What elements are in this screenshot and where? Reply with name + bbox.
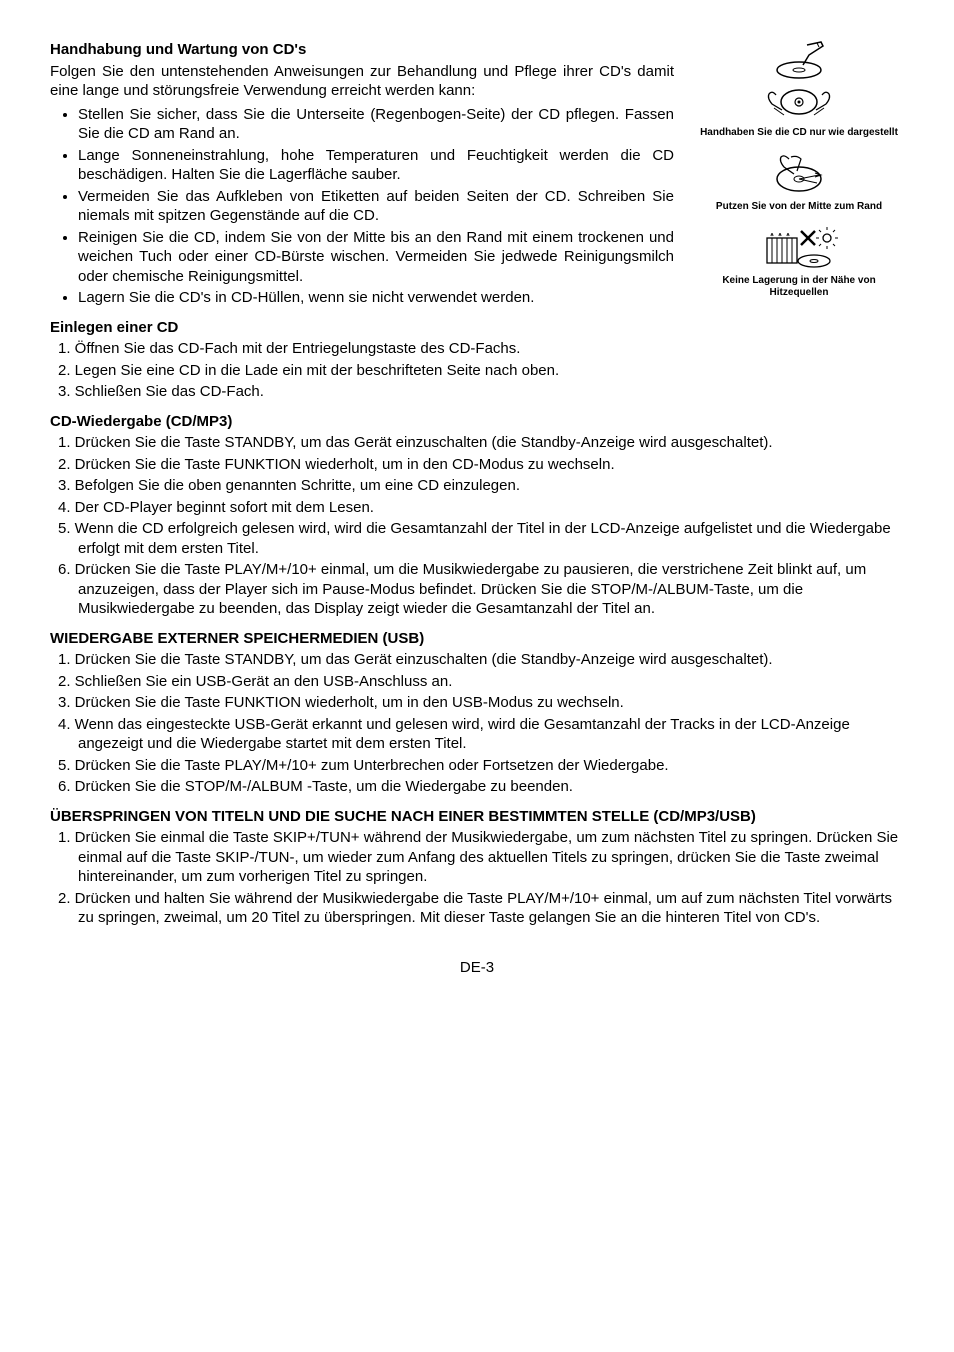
list-item: 3. Schließen Sie das CD-Fach. bbox=[50, 382, 904, 402]
caption-handle: Handhaben Sie die CD nur wie dargestellt bbox=[694, 127, 904, 139]
list-item: 4. Wenn das eingesteckte USB-Gerät erkan… bbox=[50, 715, 904, 754]
list-item: Reinigen Sie die CD, indem Sie von der M… bbox=[78, 228, 674, 287]
heading-skip: ÜBERSPRINGEN VON TITELN UND DIE SUCHE NA… bbox=[50, 807, 904, 827]
heading-playback: CD-Wiedergabe (CD/MP3) bbox=[50, 412, 904, 432]
usb-list: 1. Drücken Sie die Taste STANDBY, um das… bbox=[50, 650, 904, 797]
section-skip: ÜBERSPRINGEN VON TITELN UND DIE SUCHE NA… bbox=[50, 807, 904, 928]
list-item: 3. Befolgen Sie die oben genannten Schri… bbox=[50, 476, 904, 496]
list-item: 1. Drücken Sie einmal die Taste SKIP+/TU… bbox=[50, 828, 904, 887]
list-item: 1. Drücken Sie die Taste STANDBY, um das… bbox=[50, 650, 904, 670]
illustration-column: Handhaben Sie die CD nur wie dargestellt… bbox=[694, 40, 904, 318]
caption-wipe: Putzen Sie von der Mitte zum Rand bbox=[694, 201, 904, 213]
heat-warning-icon bbox=[759, 223, 839, 273]
section-cd-playback: CD-Wiedergabe (CD/MP3) 1. Drücken Sie di… bbox=[50, 412, 904, 619]
list-item: 5. Drücken Sie die Taste PLAY/M+/10+ zum… bbox=[50, 756, 904, 776]
list-item: 1. Öffnen Sie das CD-Fach mit der Entrie… bbox=[50, 339, 904, 359]
list-item: Vermeiden Sie das Aufkleben von Etikette… bbox=[78, 187, 674, 226]
heading-insert: Einlegen einer CD bbox=[50, 318, 904, 338]
page-number: DE-3 bbox=[50, 958, 904, 978]
caption-heat: Keine Lagerung in der Nähe von Hitzequel… bbox=[694, 275, 904, 299]
list-item: 5. Wenn die CD erfolgreich gelesen wird,… bbox=[50, 519, 904, 558]
list-item: 2. Schließen Sie ein USB-Gerät an den US… bbox=[50, 672, 904, 692]
insert-list: 1. Öffnen Sie das CD-Fach mit der Entrie… bbox=[50, 339, 904, 402]
section-insert-cd: Einlegen einer CD 1. Öffnen Sie das CD-F… bbox=[50, 318, 904, 402]
heading-handling: Handhabung und Wartung von CD's bbox=[50, 40, 674, 60]
list-item: 3. Drücken Sie die Taste FUNKTION wieder… bbox=[50, 693, 904, 713]
list-item: 2. Drücken Sie die Taste FUNKTION wieder… bbox=[50, 455, 904, 475]
playback-list: 1. Drücken Sie die Taste STANDBY, um das… bbox=[50, 433, 904, 619]
list-item: 1. Drücken Sie die Taste STANDBY, um das… bbox=[50, 433, 904, 453]
list-item: 2. Legen Sie eine CD in die Lade ein mit… bbox=[50, 361, 904, 381]
wipe-cd-icon bbox=[769, 149, 829, 199]
handling-list: Stellen Sie sicher, dass Sie die Unterse… bbox=[50, 105, 674, 308]
list-item: Lagern Sie die CD's in CD-Hüllen, wenn s… bbox=[78, 288, 674, 308]
hands-holding-cd-icon bbox=[764, 80, 834, 125]
section-usb: WIEDERGABE EXTERNER SPEICHERMEDIEN (USB)… bbox=[50, 629, 904, 797]
hand-writing-icon bbox=[769, 40, 829, 80]
skip-list: 1. Drücken Sie einmal die Taste SKIP+/TU… bbox=[50, 828, 904, 928]
intro-text: Folgen Sie den untenstehenden Anweisunge… bbox=[50, 62, 674, 101]
list-item: Lange Sonneneinstrahlung, hohe Temperatu… bbox=[78, 146, 674, 185]
heading-usb: WIEDERGABE EXTERNER SPEICHERMEDIEN (USB) bbox=[50, 629, 904, 649]
list-item: 4. Der CD-Player beginnt sofort mit dem … bbox=[50, 498, 904, 518]
section-handling: Handhabung und Wartung von CD's Folgen S… bbox=[50, 40, 674, 308]
list-item: 6. Drücken Sie die STOP/M-/ALBUM -Taste,… bbox=[50, 777, 904, 797]
list-item: 6. Drücken Sie die Taste PLAY/M+/10+ ein… bbox=[50, 560, 904, 619]
list-item: Stellen Sie sicher, dass Sie die Unterse… bbox=[78, 105, 674, 144]
list-item: 2. Drücken und halten Sie während der Mu… bbox=[50, 889, 904, 928]
